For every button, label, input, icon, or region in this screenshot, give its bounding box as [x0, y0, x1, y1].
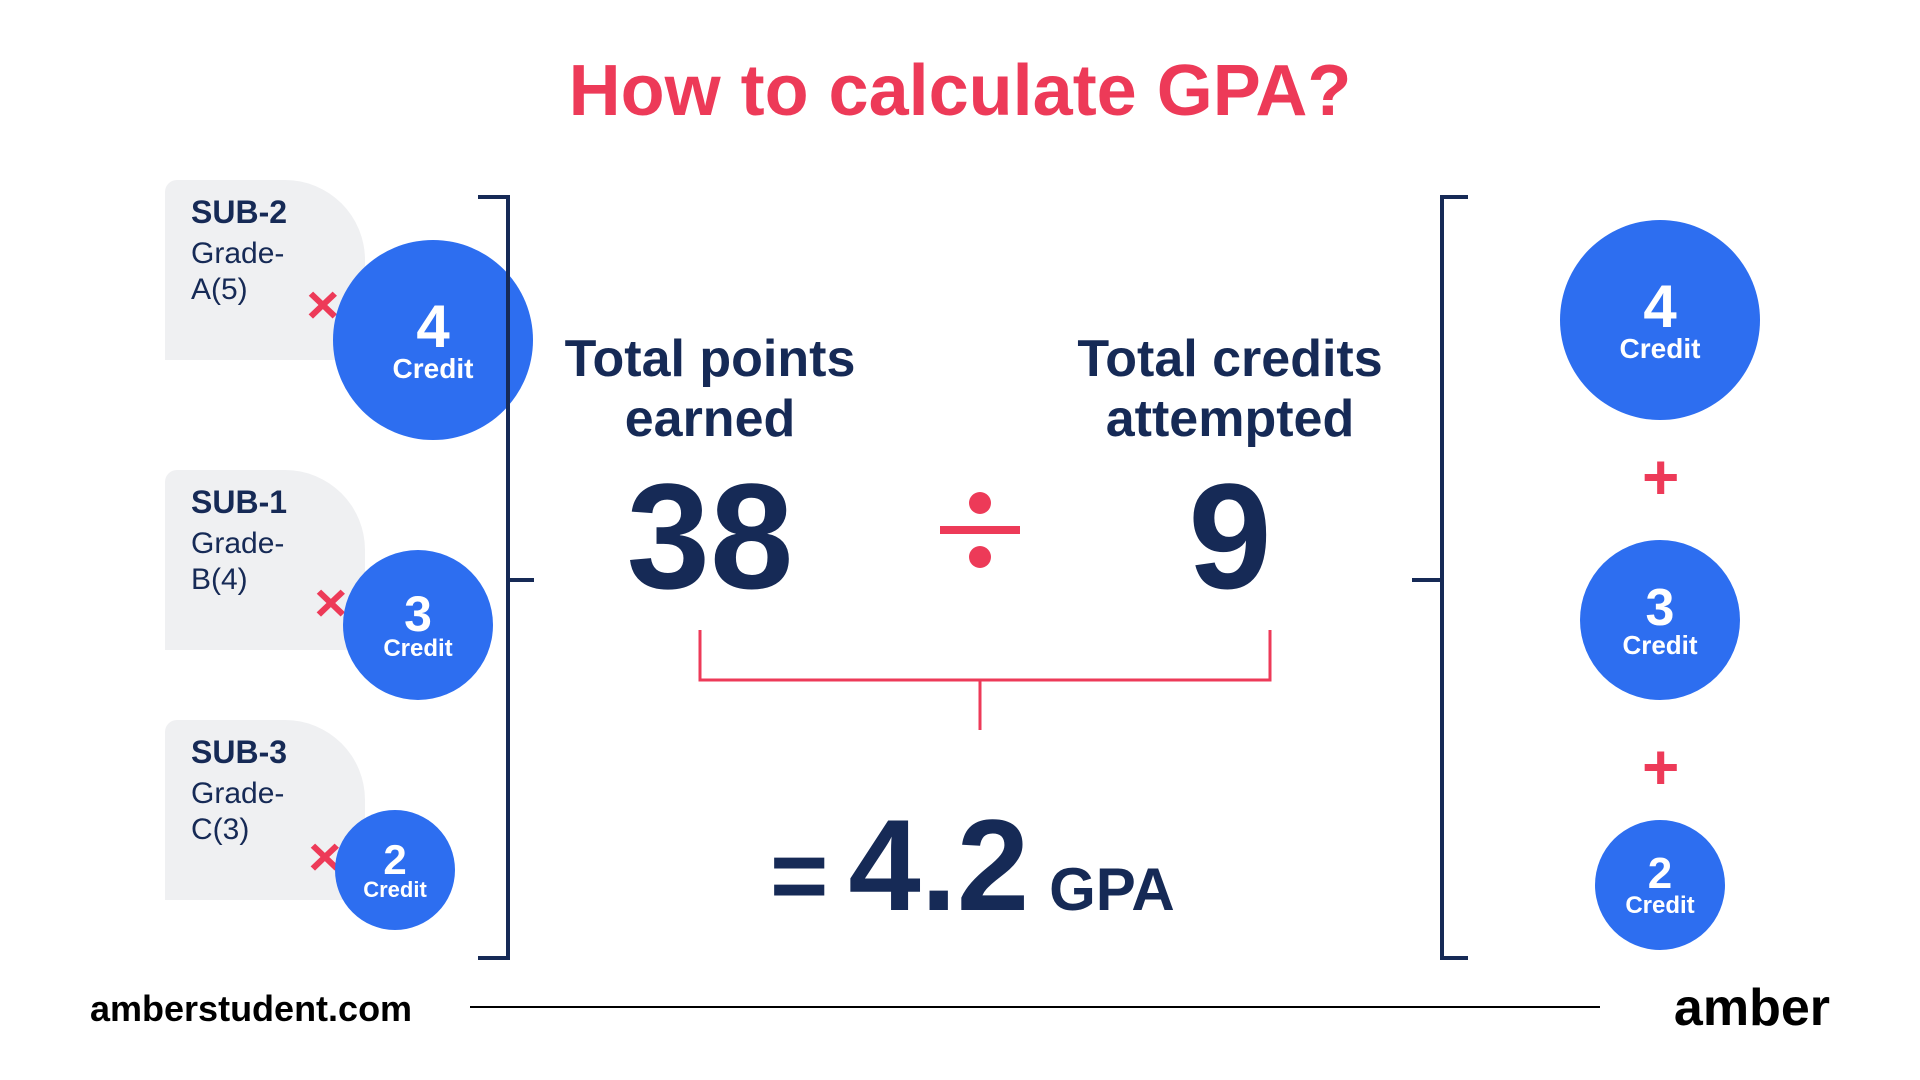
credit-value: 3 [404, 589, 432, 639]
subject-name: SUB-1 [191, 484, 287, 521]
subject-name: SUB-2 [191, 194, 287, 231]
subject-grade: Grade-A(5) [191, 236, 284, 308]
formula-label: Total pointsearned [565, 330, 856, 450]
plus-icon: + [1642, 730, 1679, 804]
subject-block: SUB-1Grade-B(4)×3Credit [165, 470, 405, 670]
subject-block: SUB-3Grade-C(3)×2Credit [165, 720, 405, 920]
equals-sign: = [770, 819, 828, 934]
credit-label: Credit [1622, 632, 1697, 658]
subject-block: SUB-2Grade-A(5)×4Credit [165, 180, 405, 380]
credit-value: 3 [1646, 582, 1675, 634]
plus-icon: + [1642, 440, 1679, 514]
result-bracket [690, 630, 1390, 750]
credit-label: Credit [383, 637, 452, 661]
credit-label: Credit [1620, 335, 1701, 363]
credit-circle: 3Credit [343, 550, 493, 700]
subject-grade: Grade-C(3) [191, 776, 284, 848]
gpa-result: = 4.2 GPA [770, 790, 1175, 940]
credit-circle: 3Credit [1580, 540, 1740, 700]
left-bracket [506, 195, 510, 960]
credit-value: 2 [1648, 852, 1672, 896]
formula-value: 38 [627, 450, 794, 623]
credit-circle: 4Credit [1560, 220, 1760, 420]
credit-label: Credit [1625, 894, 1694, 918]
result-unit: GPA [1049, 855, 1175, 924]
page-title: How to calculate GPA? [569, 50, 1352, 132]
credit-value: 4 [1643, 277, 1676, 337]
credit-label: Credit [393, 355, 474, 383]
formula-label: Total creditsattempted [1077, 330, 1382, 450]
credit-value: 2 [383, 839, 406, 881]
formula-value: 9 [1188, 450, 1271, 623]
divide-icon [940, 480, 1020, 580]
credit-circle: 2Credit [1595, 820, 1725, 950]
credit-value: 4 [416, 297, 449, 357]
footer-url: amberstudent.com [90, 988, 412, 1030]
footer-divider [470, 1006, 1600, 1008]
subject-grade: Grade-B(4) [191, 526, 284, 598]
result-value: 4.2 [848, 790, 1029, 940]
credit-label: Credit [363, 879, 427, 901]
right-bracket [1440, 195, 1444, 960]
footer-brand: amber [1674, 978, 1830, 1038]
subject-name: SUB-3 [191, 734, 287, 771]
credit-circle: 4Credit [333, 240, 533, 440]
credit-circle: 2Credit [335, 810, 455, 930]
